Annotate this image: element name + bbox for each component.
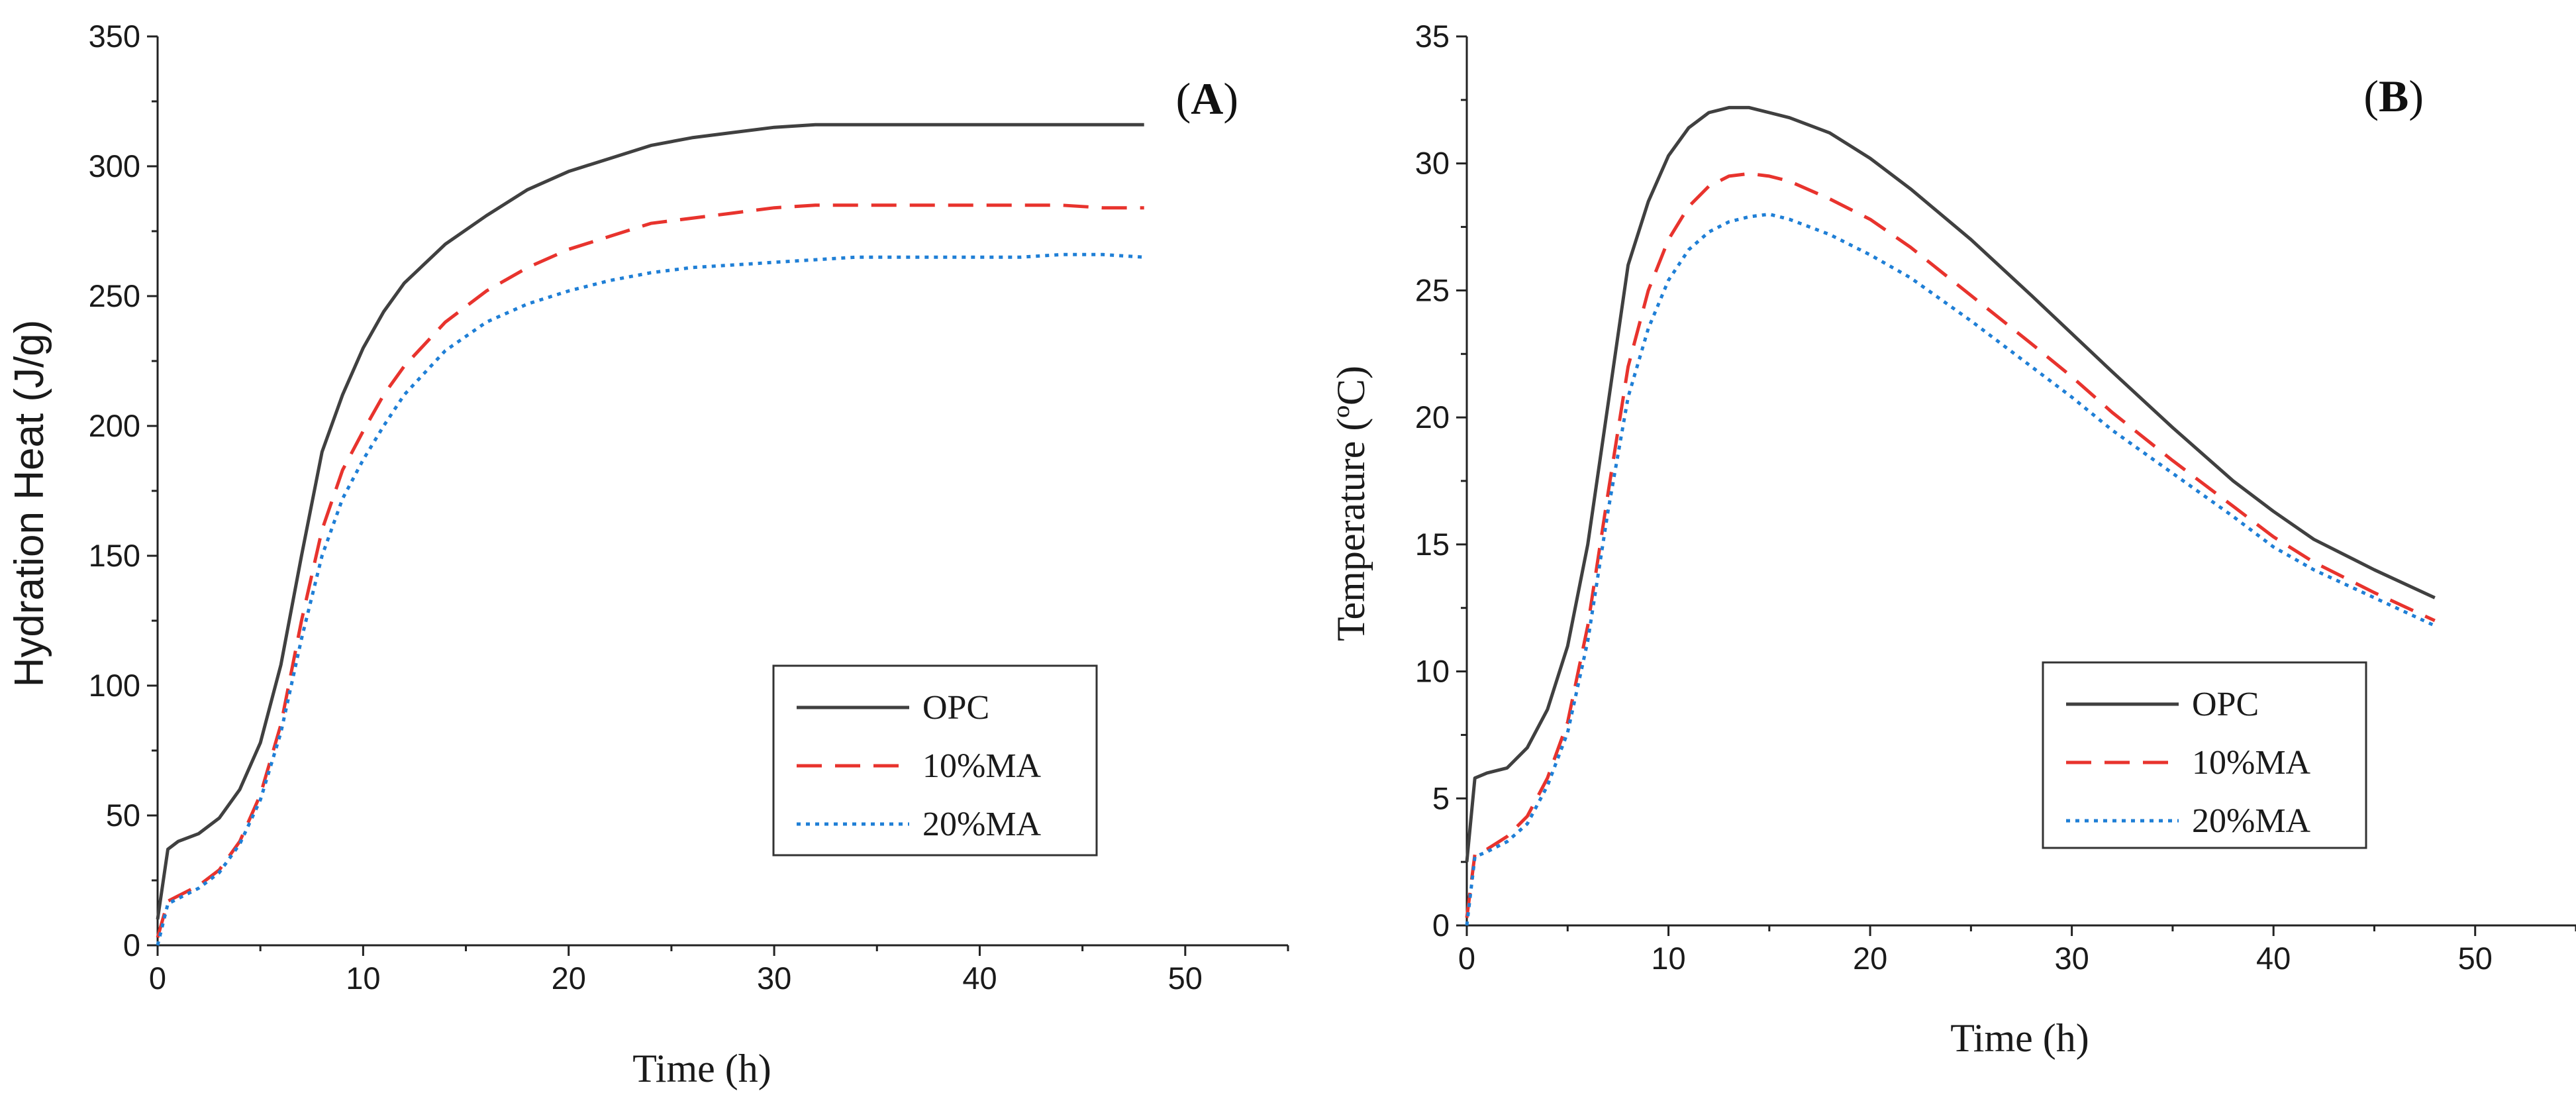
- y-tick-label: 100: [89, 668, 140, 703]
- legend-label: 20%MA: [922, 806, 1042, 843]
- legend: OPC 10%MA 20%MA: [2042, 661, 2367, 849]
- series-line-opc: [1465, 105, 2436, 862]
- x-tick-label: 0: [149, 961, 166, 996]
- x-tick-label: 20: [1853, 941, 1887, 976]
- y-tick-label: 5: [1432, 780, 1450, 815]
- x-tick-label: 30: [2054, 941, 2089, 976]
- y-tick-label: 300: [89, 148, 140, 183]
- y-tick-label: 0: [1432, 908, 1450, 943]
- x-tick-label: 40: [2256, 941, 2291, 976]
- y-tick-label: 35: [1415, 19, 1450, 54]
- legend-box: [2042, 661, 2367, 849]
- x-tick-label: 10: [1651, 941, 1685, 976]
- plot-area-b: 0 5 10 15 20 25 30 35 0 10 20 30 40 50 OPC 10%MA 20%MA: [1415, 19, 2576, 976]
- x-tick-label: 40: [962, 961, 997, 996]
- series-line-10pct-ma: [156, 203, 1144, 938]
- panel-a-xlabel: Time (h): [632, 1047, 771, 1090]
- y-tick-label: 0: [123, 927, 140, 963]
- y-tick-label: 350: [89, 19, 140, 54]
- legend-label: 10%MA: [922, 747, 1042, 785]
- y-tick-label: 25: [1415, 272, 1450, 307]
- panel-b: (B) Temperature (ºC) Time (h): [1329, 71, 2424, 1060]
- legend-label: 20%MA: [2192, 802, 2311, 840]
- x-tick-label: 0: [1458, 941, 1475, 976]
- legend-label: OPC: [2192, 686, 2259, 723]
- panel-b-xlabel: Time (h): [1950, 1016, 2089, 1060]
- series-line-10pct-ma: [1465, 172, 2436, 918]
- panel-a-ylabel: Hydration Heat (J/g): [7, 320, 52, 688]
- x-tick-label: 50: [1168, 961, 1203, 996]
- legend-label: 10%MA: [2192, 744, 2311, 782]
- y-tick-label: 250: [89, 278, 140, 313]
- panel-a: (A) Hydration Heat (J/g) Time (h): [7, 74, 1238, 1090]
- x-tick-label: 30: [757, 961, 791, 996]
- y-tick-label: 10: [1415, 654, 1450, 689]
- y-tick-label: 15: [1415, 527, 1450, 562]
- x-tick-label: 20: [552, 961, 586, 996]
- series-line-opc: [156, 123, 1144, 920]
- y-tick-label: 150: [89, 538, 140, 573]
- y-tick-label: 20: [1415, 399, 1450, 435]
- panel-a-letter: (A): [1176, 74, 1238, 124]
- y-tick-label: 200: [89, 408, 140, 443]
- plot-area-a: 0 50 100 150 200 250 300 350 0 10 20 30 40 50 OPC 10%MA…: [89, 19, 1289, 996]
- panel-b-letter: (B): [2363, 71, 2424, 121]
- y-tick-label: 50: [106, 798, 140, 833]
- panel-b-ylabel: Temperature (ºC): [1329, 366, 1373, 641]
- x-tick-label: 10: [346, 961, 380, 996]
- series-line-20pct-ma: [156, 252, 1144, 946]
- legend: OPC 10%MA 20%MA: [772, 664, 1098, 857]
- legend-label: OPC: [922, 689, 989, 727]
- y-tick-label: 30: [1415, 146, 1450, 181]
- x-tick-label: 50: [2458, 941, 2493, 976]
